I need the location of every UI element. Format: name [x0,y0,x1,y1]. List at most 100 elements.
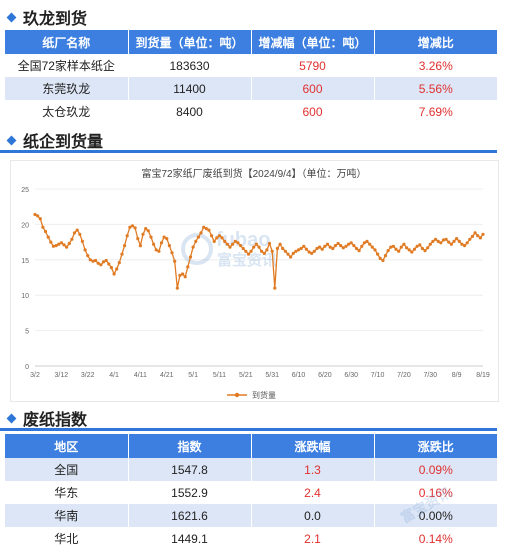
data-point[interactable] [434,238,437,241]
data-point[interactable] [360,245,363,248]
data-point[interactable] [36,214,39,217]
data-point[interactable] [70,238,73,241]
data-point[interactable] [276,247,279,250]
data-point[interactable] [207,229,210,232]
data-point[interactable] [416,245,419,248]
data-point[interactable] [73,231,76,234]
data-point[interactable] [186,265,189,268]
chart-legend[interactable]: 到货量 [227,390,276,400]
data-point[interactable] [136,237,139,240]
data-point[interactable] [210,234,213,237]
data-point[interactable] [373,248,376,251]
data-point[interactable] [381,259,384,262]
data-point[interactable] [297,248,300,251]
data-point[interactable] [279,243,282,246]
data-point[interactable] [131,224,134,227]
data-point[interactable] [350,241,353,244]
data-point[interactable] [310,252,313,255]
data-point[interactable] [84,248,87,251]
data-point[interactable] [99,263,102,266]
data-point[interactable] [447,241,450,244]
data-point[interactable] [392,245,395,248]
data-point[interactable] [94,259,97,262]
data-point[interactable] [78,233,81,236]
data-point[interactable] [265,248,268,251]
data-point[interactable] [331,247,334,250]
data-point[interactable] [47,236,50,239]
data-point[interactable] [60,241,63,244]
data-point[interactable] [152,243,155,246]
data-point[interactable] [192,246,195,249]
data-point[interactable] [429,243,432,246]
data-point[interactable] [426,246,429,249]
data-point[interactable] [168,244,171,247]
data-point[interactable] [57,243,60,246]
data-point[interactable] [260,250,263,253]
data-point[interactable] [163,236,166,239]
data-point[interactable] [181,272,184,275]
data-point[interactable] [481,233,484,236]
data-point[interactable] [223,240,226,243]
data-point[interactable] [189,255,192,258]
data-point[interactable] [273,287,276,290]
data-point[interactable] [368,243,371,246]
data-point[interactable] [97,262,100,265]
data-point[interactable] [365,240,368,243]
data-point[interactable] [263,252,266,255]
data-point[interactable] [149,236,152,239]
data-point[interactable] [410,250,413,253]
data-point[interactable] [479,236,482,239]
data-point[interactable] [352,244,355,247]
data-point[interactable] [471,235,474,238]
data-point[interactable] [344,245,347,248]
data-point[interactable] [387,249,390,252]
data-point[interactable] [105,259,108,262]
data-point[interactable] [107,262,110,265]
data-point[interactable] [44,230,47,233]
data-point[interactable] [339,244,342,247]
data-point[interactable] [89,258,92,261]
data-point[interactable] [184,275,187,278]
data-point[interactable] [221,236,224,239]
data-point[interactable] [400,246,403,249]
data-point[interactable] [413,248,416,251]
data-point[interactable] [394,248,397,251]
data-point[interactable] [226,243,229,246]
data-point[interactable] [326,243,329,246]
data-point[interactable] [318,246,321,249]
data-point[interactable] [305,248,308,251]
data-point[interactable] [76,229,79,232]
data-point[interactable] [300,247,303,250]
data-point[interactable] [289,255,292,258]
data-point[interactable] [86,254,89,257]
data-point[interactable] [134,226,137,229]
data-point[interactable] [476,234,479,237]
data-point[interactable] [342,246,345,249]
data-point[interactable] [244,250,247,253]
data-point[interactable] [466,241,469,244]
data-point[interactable] [176,287,179,290]
data-point[interactable] [439,241,442,244]
data-point[interactable] [431,240,434,243]
data-point[interactable] [281,247,284,250]
data-point[interactable] [358,249,361,252]
data-point[interactable] [126,234,129,237]
data-point[interactable] [81,240,84,243]
data-point[interactable] [170,251,173,254]
data-point[interactable] [173,260,176,263]
data-point[interactable] [157,250,160,253]
data-point[interactable] [218,234,221,237]
data-point[interactable] [41,226,44,229]
data-point[interactable] [445,238,448,241]
data-point[interactable] [302,245,305,248]
data-point[interactable] [371,246,374,249]
data-point[interactable] [286,253,289,256]
data-point[interactable] [323,245,326,248]
data-point[interactable] [418,243,421,246]
data-point[interactable] [460,243,463,246]
data-point[interactable] [458,240,461,243]
data-point[interactable] [239,244,242,247]
data-point[interactable] [231,243,234,246]
data-point[interactable] [257,246,260,249]
data-point[interactable] [155,248,158,251]
